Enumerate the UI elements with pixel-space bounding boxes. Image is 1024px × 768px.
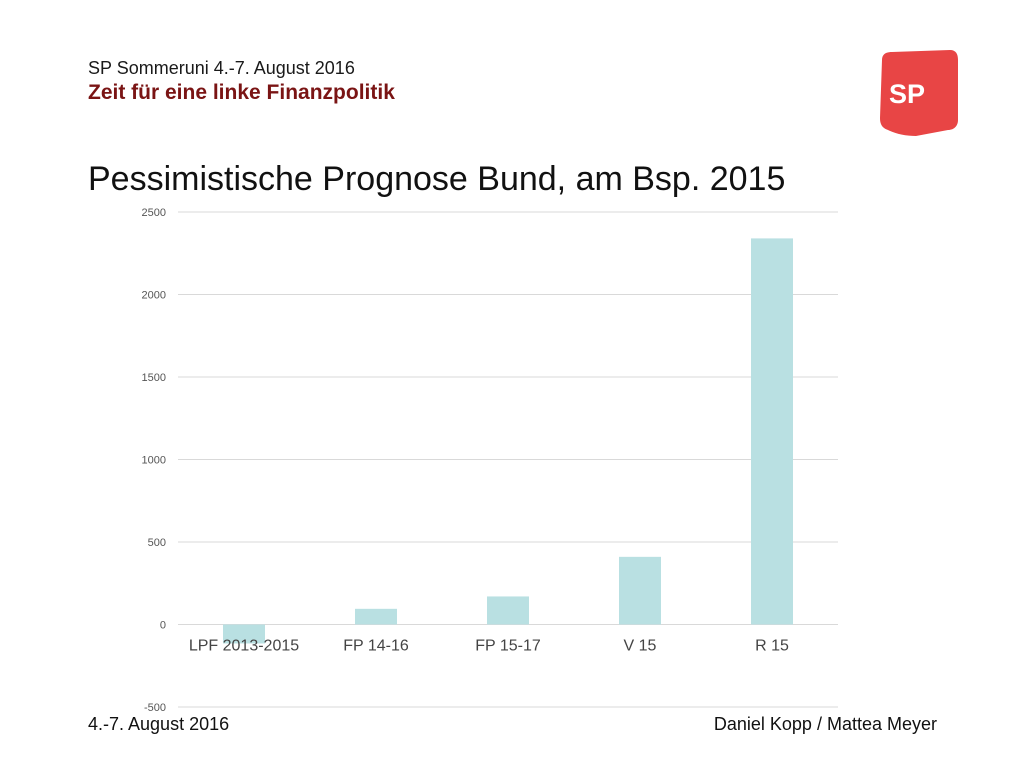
bar-v-15 (619, 556, 661, 625)
sp-party-logo: SP (880, 50, 958, 136)
grid-layer (178, 211, 838, 708)
label-layer: -500 0 500 1000 1500 2000 2500 LPF 2013-2015 FP … (142, 207, 789, 714)
y-tick-label: 500 (148, 537, 166, 549)
footer-authors: Daniel Kopp / Mattea Meyer (713, 714, 937, 734)
bar-layer (223, 238, 793, 644)
y-tick-label: -500 (144, 702, 166, 714)
x-category-label: LPF 2013-2015 (189, 638, 299, 655)
slide-title: Pessimistische Prognose Bund, am Bsp. 20… (88, 160, 786, 198)
presentation-subtitle: Zeit für eine linke Finanzpolitik (88, 81, 395, 104)
y-tick-label: 0 (160, 620, 166, 632)
logo-shape (880, 50, 958, 136)
x-category-label: FP 14-16 (343, 638, 409, 655)
bar-fp-15-17 (487, 596, 529, 625)
footer-date: 4.-7. August 2016 (88, 714, 230, 734)
x-category-label: V 15 (624, 638, 657, 655)
logo-text: SP (889, 79, 925, 109)
y-tick-label: 2000 (142, 290, 166, 302)
y-tick-label: 2500 (142, 207, 166, 219)
bar-lpf-2013-2015 (223, 624, 265, 644)
x-category-label: FP 15-17 (475, 638, 541, 655)
y-tick-label: 1000 (142, 455, 166, 467)
event-header: SP Sommeruni 4.-7. August 2016 (88, 58, 355, 78)
y-tick-label: 1500 (142, 372, 166, 384)
bar-fp-14-16 (355, 608, 397, 625)
bar-r-15 (751, 238, 793, 625)
x-category-label: R 15 (755, 638, 789, 655)
